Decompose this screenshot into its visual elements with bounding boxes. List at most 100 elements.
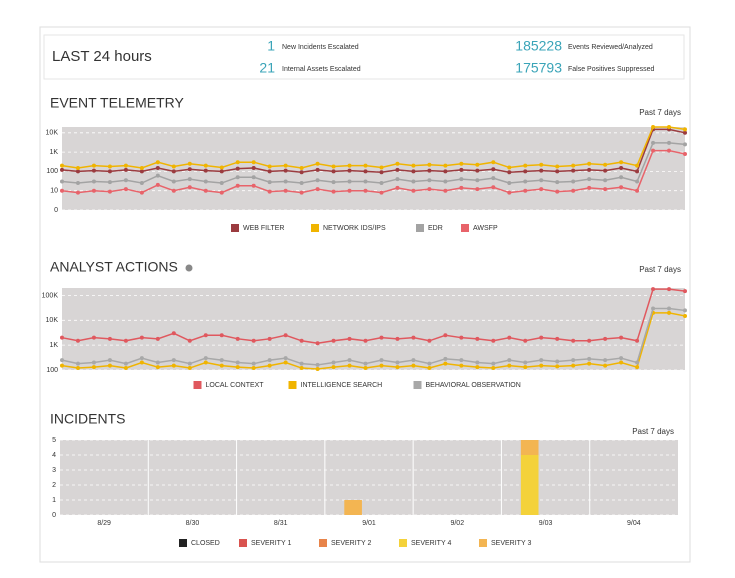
summary-box: [43, 34, 685, 80]
point: [427, 366, 432, 371]
chart-subtitle: Past 7 days: [639, 265, 681, 274]
point: [283, 360, 288, 365]
info-icon[interactable]: [185, 264, 193, 272]
point: [603, 187, 608, 192]
point: [395, 360, 400, 365]
point: [587, 356, 592, 361]
point: [523, 338, 528, 343]
point: [187, 361, 192, 366]
point: [251, 166, 256, 171]
point: [203, 179, 208, 184]
x-tick-label: 8/29: [97, 520, 111, 527]
legend-label: SEVERITY 2: [331, 540, 371, 547]
point: [267, 189, 272, 194]
point: [507, 358, 512, 363]
point: [187, 161, 192, 166]
point: [283, 163, 288, 168]
point: [347, 179, 352, 184]
point: [635, 365, 640, 370]
legend-swatch: [479, 539, 487, 547]
point: [395, 167, 400, 172]
point: [651, 125, 656, 129]
point: [75, 181, 80, 186]
summary-title: LAST 24 hours: [52, 48, 152, 65]
point: [683, 130, 687, 135]
point: [475, 187, 480, 192]
plot-area: [62, 127, 685, 210]
point: [363, 188, 368, 193]
point: [539, 178, 544, 183]
point: [75, 338, 80, 343]
point: [475, 336, 480, 341]
point: [107, 363, 112, 368]
y-tick-label: 100: [46, 168, 58, 175]
legend-label: WEB FILTER: [243, 225, 284, 232]
point: [235, 360, 240, 365]
point: [171, 188, 176, 193]
series-line: [61, 288, 686, 344]
point: [235, 365, 240, 370]
point: [475, 360, 480, 365]
point: [363, 366, 368, 371]
point: [443, 179, 448, 184]
point: [171, 164, 176, 169]
point: [619, 185, 624, 190]
point: [427, 361, 432, 366]
point: [571, 188, 576, 193]
x-tick-label: 9/04: [627, 520, 641, 527]
legend-swatch: [311, 224, 319, 232]
bar-segment: [344, 500, 362, 515]
series-line: [61, 307, 686, 366]
point: [203, 188, 208, 193]
point: [235, 183, 240, 188]
point: [491, 160, 496, 165]
point: [60, 335, 64, 340]
point: [91, 163, 96, 168]
bar-segment: [520, 440, 539, 455]
point: [155, 365, 160, 370]
point: [619, 335, 624, 340]
point: [459, 363, 464, 368]
y-tick-label: 2: [52, 482, 56, 489]
point: [347, 358, 352, 363]
point: [571, 363, 576, 368]
point: [491, 366, 496, 371]
legend-label: AWSFP: [473, 225, 498, 232]
point: [491, 167, 496, 172]
point: [523, 163, 528, 168]
point: [123, 163, 128, 168]
point: [235, 160, 240, 165]
point: [75, 190, 80, 195]
point: [331, 180, 336, 185]
point: [587, 185, 592, 190]
point: [379, 335, 384, 340]
chart-title: EVENT TELEMETRY: [50, 95, 184, 111]
point: [683, 289, 687, 294]
point: [299, 190, 304, 195]
legend-swatch: [319, 539, 327, 547]
point: [315, 362, 320, 367]
point: [411, 179, 416, 184]
legend-swatch: [239, 539, 247, 547]
point: [459, 161, 464, 166]
point: [459, 167, 464, 172]
point: [107, 358, 112, 363]
point: [683, 151, 687, 156]
point: [379, 190, 384, 195]
point: [395, 161, 400, 166]
point: [155, 173, 160, 178]
point: [683, 142, 687, 147]
point: [571, 163, 576, 168]
point: [283, 333, 288, 338]
point: [571, 358, 576, 363]
point: [187, 177, 192, 182]
point: [91, 188, 96, 193]
point: [251, 338, 256, 343]
point: [187, 338, 192, 343]
point: [219, 190, 224, 195]
point: [107, 336, 112, 341]
point: [139, 335, 144, 340]
point: [139, 166, 144, 171]
point: [91, 335, 96, 340]
point: [139, 190, 144, 195]
